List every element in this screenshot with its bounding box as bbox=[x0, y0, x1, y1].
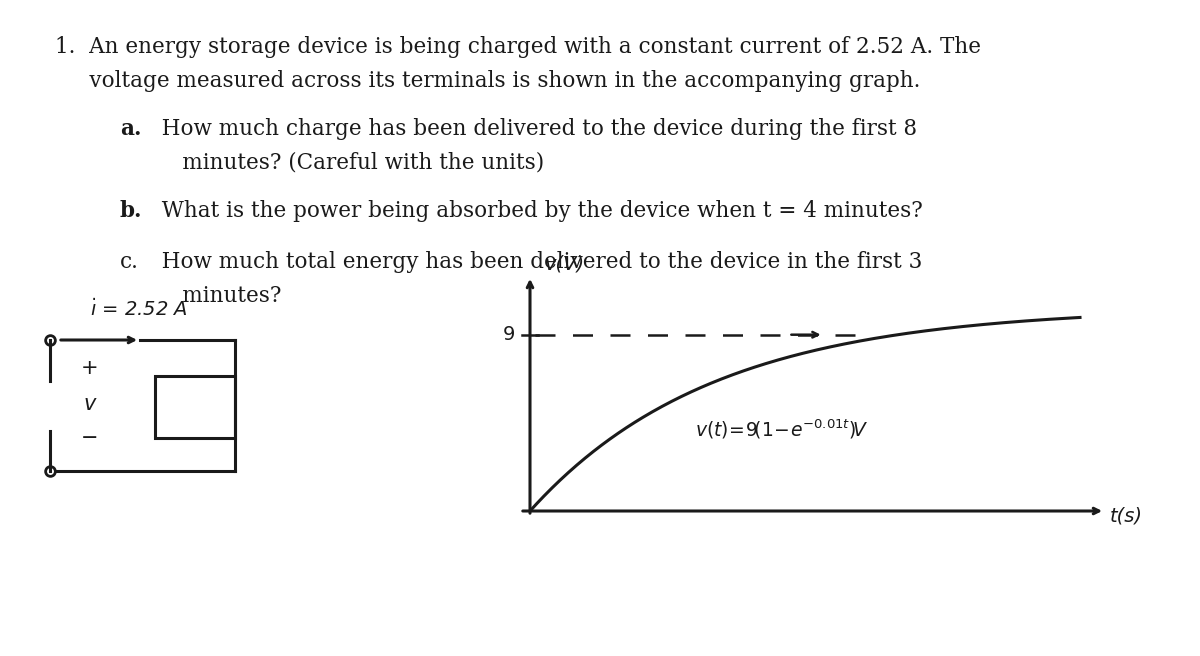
Text: v: v bbox=[84, 394, 96, 414]
Text: 1.  An energy storage device is being charged with a constant current of 2.52 A.: 1. An energy storage device is being cha… bbox=[55, 36, 982, 58]
Text: −: − bbox=[82, 428, 98, 448]
Text: a.: a. bbox=[120, 118, 142, 140]
Text: 9: 9 bbox=[503, 325, 515, 344]
Bar bbox=[155, 376, 235, 438]
Text: $v(t)\!=\!9\!\left(1\!-\!e^{-0.01t}\right)\!V$: $v(t)\!=\!9\!\left(1\!-\!e^{-0.01t}\righ… bbox=[695, 418, 869, 441]
Text: +: + bbox=[82, 358, 98, 378]
Text: t(s): t(s) bbox=[1110, 506, 1142, 525]
Text: minutes?: minutes? bbox=[148, 285, 281, 307]
Text: b.: b. bbox=[120, 200, 143, 222]
Text: c.: c. bbox=[120, 251, 139, 273]
Text: What is the power being absorbed by the device when t = 4 minutes?: What is the power being absorbed by the … bbox=[148, 200, 923, 222]
Text: How much total energy has been delivered to the device in the first 3: How much total energy has been delivered… bbox=[148, 251, 923, 273]
Text: v(V): v(V) bbox=[545, 255, 586, 274]
Text: minutes? (Careful with the units): minutes? (Careful with the units) bbox=[148, 152, 545, 174]
Text: How much charge has been delivered to the device during the first 8: How much charge has been delivered to th… bbox=[148, 118, 917, 140]
Text: voltage measured across its terminals is shown in the accompanying graph.: voltage measured across its terminals is… bbox=[55, 70, 920, 92]
Text: $\dot{\imath}$ = 2.52 A: $\dot{\imath}$ = 2.52 A bbox=[90, 298, 187, 319]
